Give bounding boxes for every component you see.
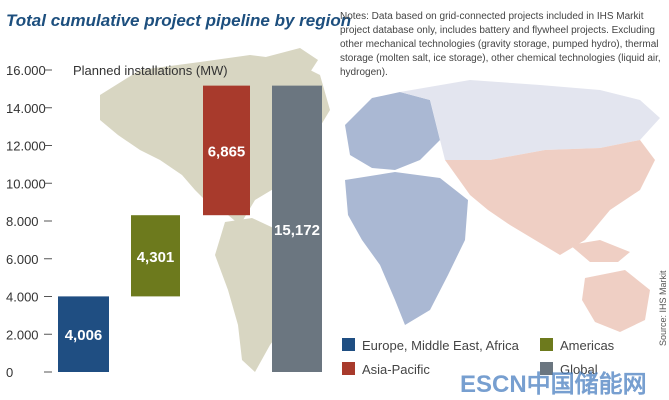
y-tick-label: 8.000 <box>6 214 39 229</box>
source-text: Source: IHS Markit <box>658 270 668 346</box>
y-tick-label: 0 <box>6 365 13 380</box>
bar-value-label: 4,301 <box>137 249 175 266</box>
y-tick-label: 12.000 <box>6 139 46 154</box>
legend-swatch <box>540 362 553 375</box>
legend-swatch <box>342 338 355 351</box>
map-greenland <box>262 48 318 88</box>
y-axis: 0 2.000 4.000 6.000 8.000 10.000 12.000 14.000 1… <box>6 63 52 380</box>
map-southeast-asia <box>570 240 630 262</box>
watermark-logo: ESCN中国储能网 <box>460 370 647 398</box>
y-tick-label: 14.000 <box>6 101 46 116</box>
chart-title: Total cumulative project pipeline by reg… <box>6 11 351 30</box>
legend-label: Global <box>560 362 598 377</box>
bar <box>203 85 250 216</box>
bar <box>272 85 322 372</box>
bar-value-label: 6,865 <box>208 143 246 160</box>
legend-label: Asia-Pacific <box>362 362 430 377</box>
legend-swatch <box>540 338 553 351</box>
map-russia <box>400 80 660 160</box>
bar-value-label: 15,172 <box>274 222 320 239</box>
y-tick-label: 10.000 <box>6 176 46 191</box>
y-tick-label: 2.000 <box>6 327 39 342</box>
legend-label: Europe, Middle East, Africa <box>362 338 520 353</box>
map-australia <box>582 270 650 332</box>
y-axis-label: Planned installations (MW) <box>73 63 228 78</box>
legend-label: Americas <box>560 338 615 353</box>
map-africa <box>345 172 468 325</box>
notes-text: Notes: Data based on grid-connected proj… <box>340 11 661 78</box>
bar-value-label: 4,006 <box>65 327 103 344</box>
legend-swatch <box>342 362 355 375</box>
y-tick-label: 6.000 <box>6 252 39 267</box>
legend: Europe, Middle East, Africa Americas Asia-… <box>342 338 615 377</box>
bar <box>131 215 180 297</box>
map-europe <box>345 92 440 170</box>
y-tick-label: 4.000 <box>6 290 39 305</box>
notes-box: Notes: Data based on grid-connected proj… <box>340 11 661 78</box>
y-tick-label: 16.000 <box>6 63 46 78</box>
bar <box>58 296 109 372</box>
map-asia <box>445 140 655 255</box>
bars: 4,006 4,301 6,865 15,172 <box>58 85 322 372</box>
